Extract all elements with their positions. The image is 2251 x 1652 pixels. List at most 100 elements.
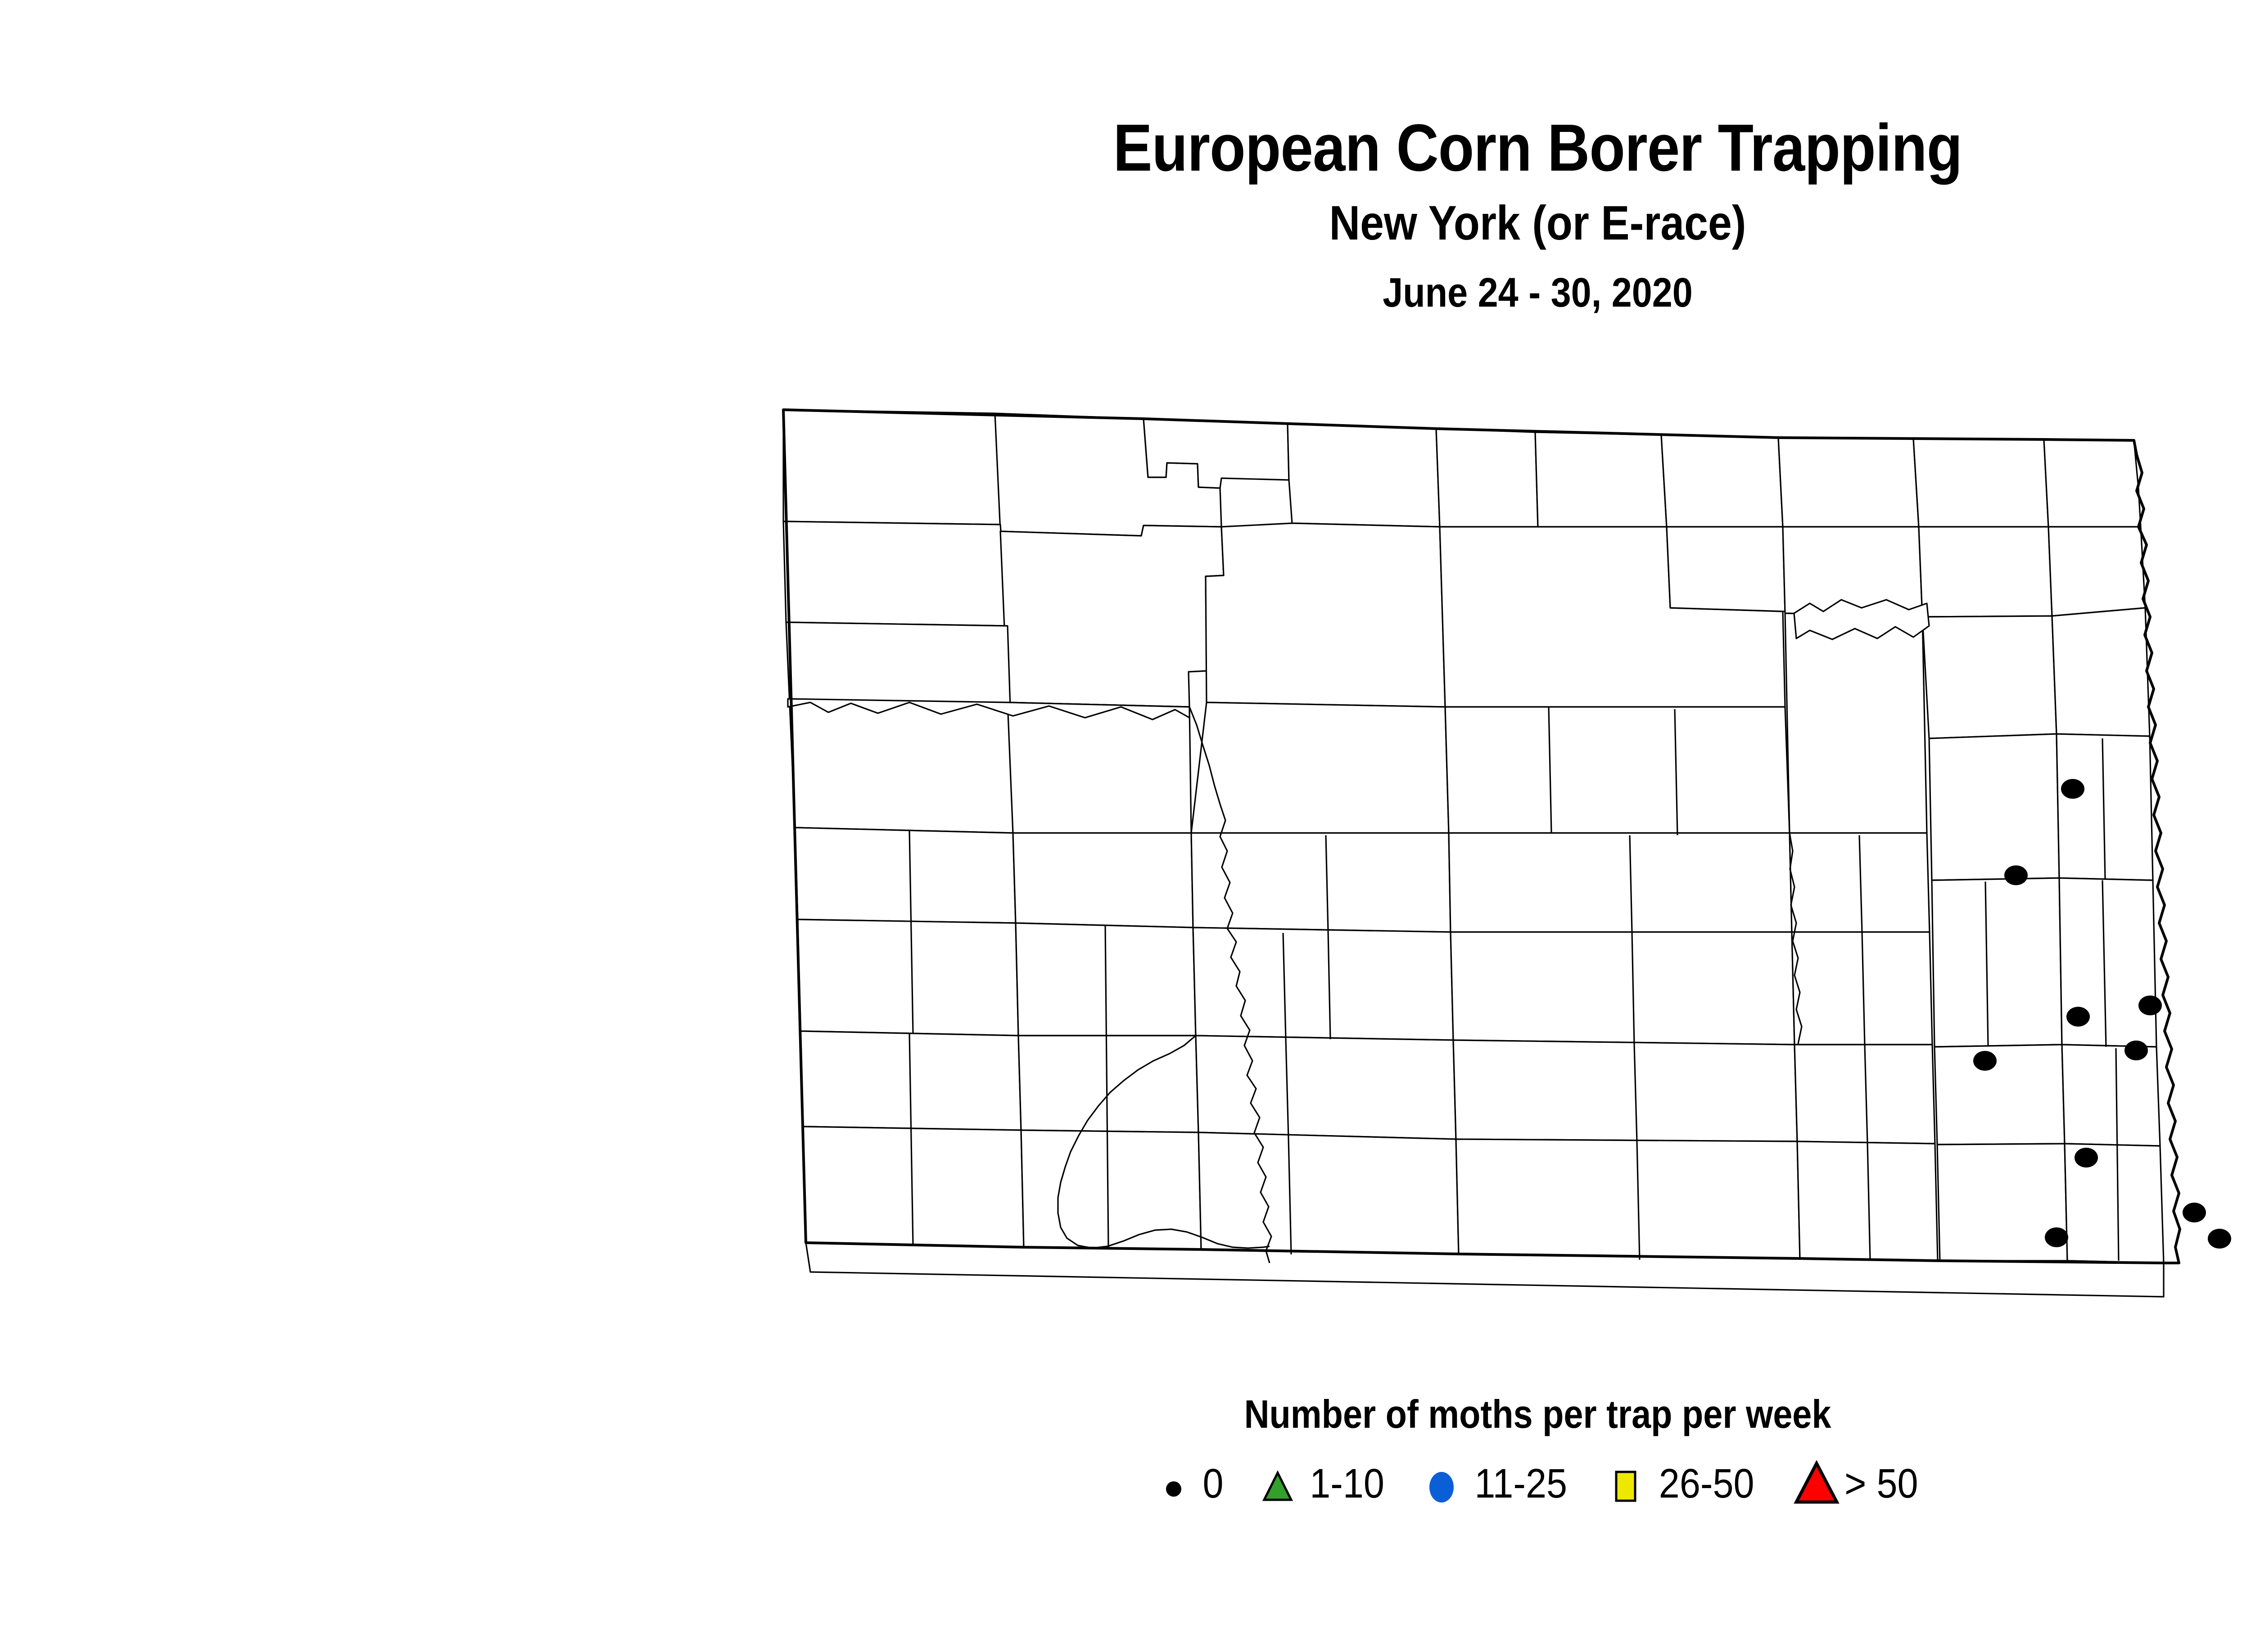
- county-line-c-1: [1326, 835, 1328, 931]
- legend: Number of moths per trap per week 0 1-10…: [0, 1391, 2251, 1508]
- county-line-c-6: [1637, 1141, 1640, 1260]
- county-line-e-5: [1859, 835, 1862, 932]
- legend-label-1: 1-10: [1310, 1460, 1385, 1507]
- date-range-label: June 24 - 30, 2020: [1383, 270, 1693, 316]
- county-line-sw-1: [909, 831, 913, 1033]
- county-morton-n: [1193, 928, 1453, 1040]
- county-line-e-7: [1865, 1046, 1867, 1143]
- county-golden-valley-n: [795, 828, 1016, 923]
- county-cavalier: [1913, 439, 2048, 527]
- county-sioux-n: [1198, 1132, 1459, 1254]
- title-block: European Corn Borer Trapping New York (o…: [0, 0, 2251, 316]
- county-line-s-1: [1283, 933, 1286, 1039]
- county-line-c-2: [1328, 931, 1330, 1039]
- county-mckenzie-w: [786, 622, 1013, 833]
- trap-point-3: [2138, 996, 2162, 1015]
- county-rolette: [1661, 435, 1783, 527]
- trap-point-1: [2004, 865, 2028, 885]
- river-heart-cannonball: [1057, 1035, 1270, 1249]
- county-line-sw-2: [909, 1033, 913, 1245]
- trap-point-4: [2124, 1041, 2148, 1060]
- county-line-n-1: [1549, 707, 1551, 833]
- county-grant-n: [1196, 1036, 1456, 1139]
- yellow-square-icon: [1605, 1463, 1646, 1504]
- county-sargent: [1937, 1144, 2067, 1262]
- county-pembina-n: [2044, 439, 2141, 527]
- county-mountrail: [1206, 523, 1445, 707]
- county-line-n-2: [1675, 709, 1677, 835]
- trap-point-0: [2061, 779, 2084, 799]
- county-nelson-n: [1922, 616, 2057, 738]
- legend-item-0: 0: [1153, 1460, 1225, 1507]
- trap-point-8: [2183, 1203, 2206, 1222]
- legend-item-3: 26-50: [1605, 1460, 1759, 1507]
- legend-item-4: > 50: [1792, 1459, 1922, 1508]
- county-renville: [1288, 424, 1440, 527]
- legend-item-2: 11-25: [1421, 1460, 1572, 1507]
- county-dunn-n: [1013, 833, 1193, 928]
- green-triangle-icon: [1257, 1463, 1298, 1504]
- county-mchenry-n: [1667, 527, 1785, 611]
- north-dakota-county-map: [698, 392, 2251, 1360]
- red-triangle-icon: [1792, 1459, 1840, 1508]
- county-griggs: [1929, 734, 2059, 880]
- county-billings: [798, 919, 1018, 1036]
- county-adams-n: [1021, 1130, 1201, 1249]
- trap-point-7: [2045, 1227, 2068, 1247]
- map-svg: [782, 408, 2231, 1360]
- county-burleigh-n: [1449, 833, 1792, 932]
- state-outline-north-dakota: [782, 408, 2181, 1264]
- county-grand-forks-n: [2052, 608, 2150, 736]
- county-logan: [1453, 1040, 1797, 1141]
- county-burke: [1144, 419, 1289, 488]
- river-james: [1789, 833, 1803, 1044]
- county-kidder: [1451, 932, 1794, 1045]
- county-pierce-n: [1783, 527, 1922, 617]
- county-cass-n: [1932, 878, 2062, 1047]
- trap-point-2: [2066, 1007, 2090, 1027]
- county-bottineau-w: [1436, 429, 1538, 527]
- legend-label-3: 26-50: [1659, 1460, 1754, 1507]
- county-walsh-n: [2048, 527, 2145, 616]
- county-mckenzie: [1008, 702, 1191, 833]
- county-ransom: [1935, 1045, 2065, 1145]
- legend-label-0: 0: [1202, 1460, 1224, 1507]
- county-williams-s: [1000, 525, 1224, 707]
- page-subtitle: New York (or E-race): [1329, 195, 1746, 250]
- blue-circle-icon: [1421, 1463, 1462, 1504]
- county-mclean-w: [1191, 702, 1449, 833]
- county-line-s-3: [1288, 1138, 1291, 1254]
- county-line-e-3: [2102, 880, 2106, 1047]
- county-benson: [1785, 613, 1927, 833]
- lake-devils-lake: [1794, 600, 1929, 639]
- black-dot-icon: [1153, 1463, 1194, 1504]
- county-line-e-6: [1862, 932, 1865, 1046]
- page-title: European Corn Borer Trapping: [1113, 111, 1963, 185]
- county-towner: [1778, 438, 1919, 527]
- county-hettinger-n: [1018, 1036, 1198, 1132]
- trap-data-points: [1973, 779, 2231, 1249]
- county-mclean: [1445, 707, 1790, 833]
- river-missouri: [1189, 706, 1272, 1263]
- county-line-c-4: [1632, 932, 1634, 1045]
- county-richland-n: [2062, 1045, 2160, 1146]
- county-line-c-3: [1630, 835, 1632, 932]
- county-line-c-5: [1634, 1045, 1637, 1141]
- legend-label-4: > 50: [1844, 1460, 1918, 1507]
- county-ramsey-n: [1919, 527, 2052, 617]
- trap-point-9: [2208, 1229, 2231, 1249]
- legend-title: Number of moths per trap per week: [1244, 1392, 1831, 1436]
- legend-item-1: 1-10: [1257, 1460, 1388, 1507]
- county-line-e-8: [1867, 1143, 1870, 1260]
- county-line-e-1: [1985, 882, 1988, 1046]
- legend-label-2: 11-25: [1474, 1460, 1568, 1507]
- county-line-e-4: [2116, 1048, 2119, 1261]
- county-mcintosh: [1456, 1139, 1800, 1258]
- county-line-e-2: [2102, 738, 2105, 879]
- county-divide: [783, 410, 1000, 525]
- county-line-s-2: [1286, 1039, 1288, 1138]
- county-divide-s: [783, 521, 1008, 626]
- county-line-sw-3: [1105, 925, 1108, 1247]
- county-boundaries: [783, 410, 2164, 1297]
